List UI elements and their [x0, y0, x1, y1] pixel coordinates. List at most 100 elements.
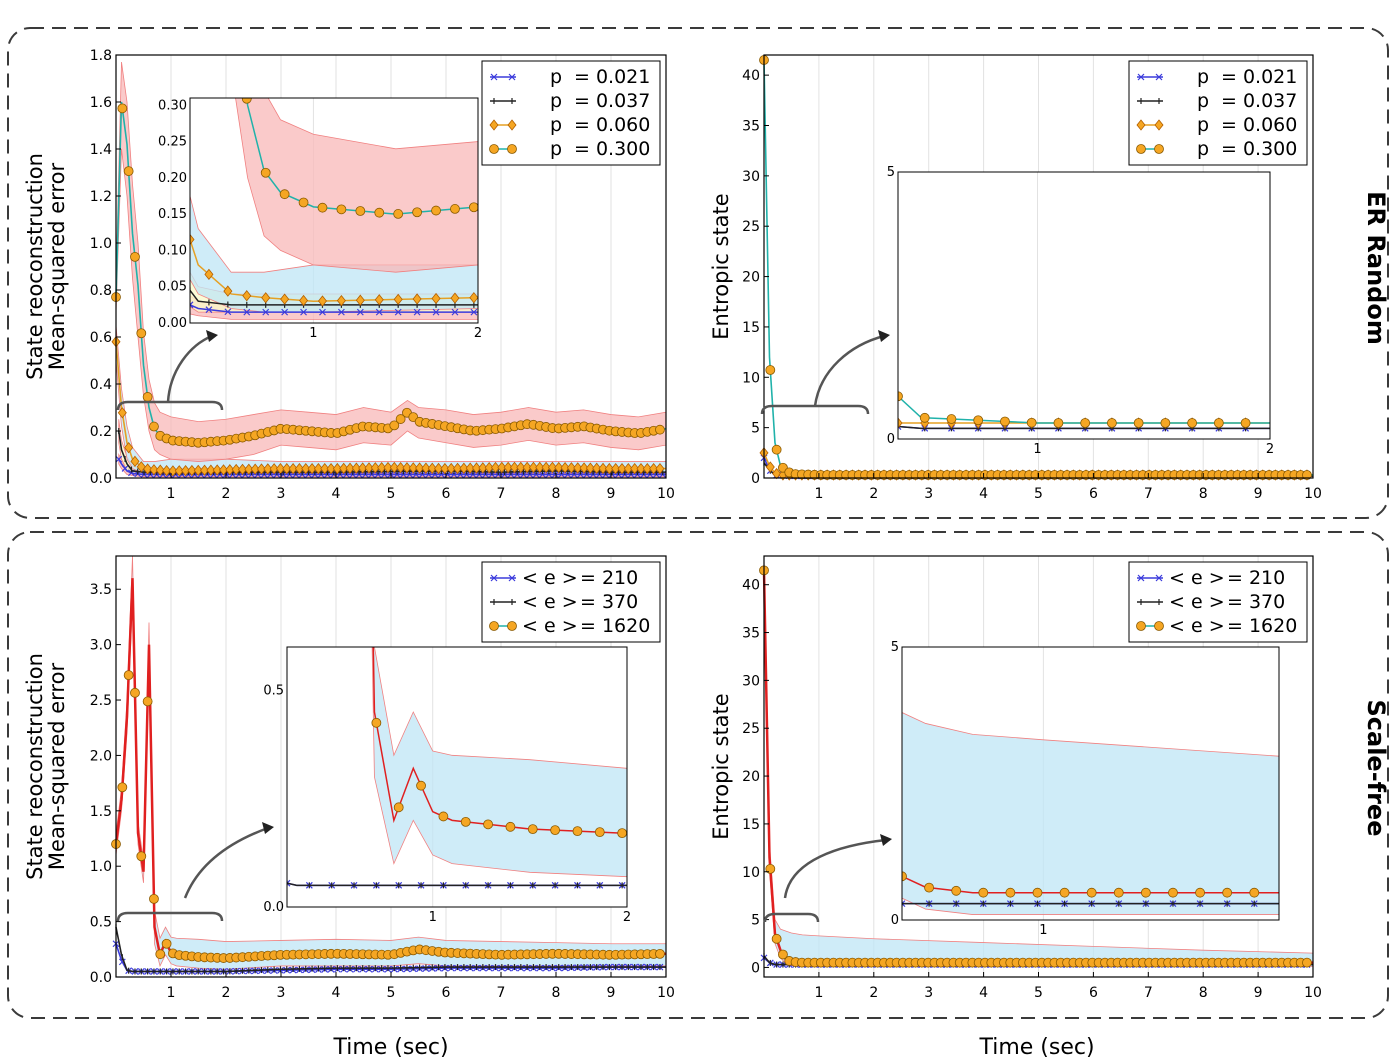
- inset-data-point: [1113, 887, 1124, 898]
- legend-symbol: p: [550, 138, 562, 160]
- y-tick-label: 3.0: [90, 638, 112, 654]
- zoom-arrowhead: [262, 822, 274, 834]
- data-point: [765, 863, 776, 874]
- inset-frame: [897, 171, 1271, 440]
- inset-y-tick-label: 0.30: [158, 98, 187, 113]
- x-tick-label: 4: [332, 985, 341, 1001]
- inset-frame: [286, 646, 628, 908]
- data-point: [364, 462, 374, 474]
- inset-frame: [189, 97, 479, 324]
- x-tick-label: 8: [1199, 486, 1208, 502]
- inset-data-point: [287, 879, 291, 887]
- inset-data-point: [469, 292, 478, 304]
- inset-data-point: [224, 308, 232, 316]
- data-point: [193, 464, 203, 477]
- x-tick-label: 3: [277, 985, 286, 1001]
- inset-data-point: [1059, 887, 1070, 898]
- zoom-arrowhead: [880, 834, 892, 846]
- x-tick-label: 9: [1254, 985, 1263, 1001]
- x-tick-label: 2: [869, 985, 878, 1001]
- legend-symbol: < e >: [1169, 615, 1225, 637]
- legend-marker: [490, 574, 498, 582]
- legend-marker: [508, 73, 516, 81]
- zoom-arrow: [813, 334, 885, 407]
- y-tick-label: 15: [742, 817, 760, 833]
- legend-symbol: < e >: [522, 615, 578, 637]
- data-point: [396, 461, 406, 474]
- inset-y-tick-label: 5: [887, 165, 895, 180]
- data-point: [326, 462, 336, 475]
- inset-data-point: [1195, 887, 1205, 898]
- legend-marker: [1154, 119, 1164, 131]
- inset-series-line: [898, 395, 1270, 424]
- data-point: [142, 392, 153, 402]
- data-point: [136, 851, 147, 862]
- data-point: [393, 471, 401, 478]
- legend-marker: [489, 621, 499, 631]
- legend-marker: [1154, 144, 1164, 154]
- data-point: [358, 462, 368, 474]
- inset-data-point: [951, 885, 962, 896]
- x-tick-label: 1: [814, 486, 823, 502]
- data-point: [294, 462, 304, 475]
- inset-data-point: [594, 827, 605, 838]
- inset-data-point: [505, 821, 516, 832]
- inset-data-point: [946, 414, 957, 424]
- inset-y-tick-label: 0.00: [158, 316, 187, 331]
- data-point: [579, 462, 589, 474]
- inset-data-point: [371, 717, 382, 728]
- y-tick-label: 10: [742, 865, 760, 881]
- x-tick-label: 1: [167, 985, 176, 1001]
- inset-x-tick-label: 1: [429, 910, 437, 925]
- data-point: [541, 461, 551, 474]
- legend-symbol: < e >: [522, 567, 578, 589]
- data-point: [465, 462, 475, 474]
- y-axis-label-line1: State reoconstruction: [23, 153, 47, 380]
- data-point: [269, 463, 279, 475]
- legend-marker: [507, 144, 517, 154]
- y-tick-label: 40: [742, 68, 760, 84]
- legend-symbol: p: [1197, 138, 1209, 160]
- x-tick-label: 4: [979, 985, 988, 1001]
- inset-data-point: [924, 882, 934, 893]
- data-point: [225, 464, 235, 476]
- y-axis-label-line1: State reoconstruction: [23, 653, 47, 880]
- data-point: [130, 687, 140, 698]
- inset-data-point: [242, 290, 252, 302]
- legend-value: = 370: [580, 591, 638, 613]
- inset-data-point: [1140, 887, 1151, 898]
- inset-data-point: [1187, 418, 1198, 428]
- data-point: [123, 670, 134, 680]
- legend-value: = 0.300: [574, 138, 650, 160]
- y-tick-label: 3.5: [90, 582, 112, 598]
- data-point: [765, 461, 775, 473]
- inset-y-tick-label: 0.10: [158, 243, 187, 258]
- inset-data-point: [317, 295, 327, 307]
- data-point: [143, 463, 153, 475]
- y-tick-label: 1.2: [90, 189, 112, 205]
- x-tick-label: 7: [497, 985, 506, 1001]
- y-tick-label: 5: [751, 913, 760, 929]
- x-tick-label: 3: [924, 985, 933, 1001]
- inset-data-point: [432, 308, 440, 316]
- data-point: [771, 444, 782, 455]
- inset-data-point: [550, 825, 561, 836]
- data-point: [522, 461, 532, 474]
- legend: p = 0.021 p = 0.037 p = 0.060 p = 0.300: [1128, 60, 1308, 166]
- data-point: [554, 461, 564, 474]
- inset-data-point: [450, 204, 460, 214]
- legend-symbol: p: [550, 90, 562, 112]
- data-point: [231, 463, 241, 476]
- x-axis-label-right: Time (sec): [978, 1035, 1094, 1060]
- inset-data-point: [1080, 418, 1091, 428]
- y-tick-label: 15: [742, 320, 760, 336]
- legend-value: = 0.021: [574, 66, 650, 88]
- inset-data-point: [431, 292, 441, 305]
- inset-data-point: [1107, 418, 1117, 428]
- inset-data-point: [393, 209, 404, 219]
- x-tick-label: 7: [1144, 486, 1153, 502]
- x-tick-label: 8: [552, 985, 561, 1001]
- legend-value: = 0.021: [1221, 66, 1297, 88]
- inset-data-point: [470, 308, 478, 316]
- inset-data-point: [317, 202, 328, 213]
